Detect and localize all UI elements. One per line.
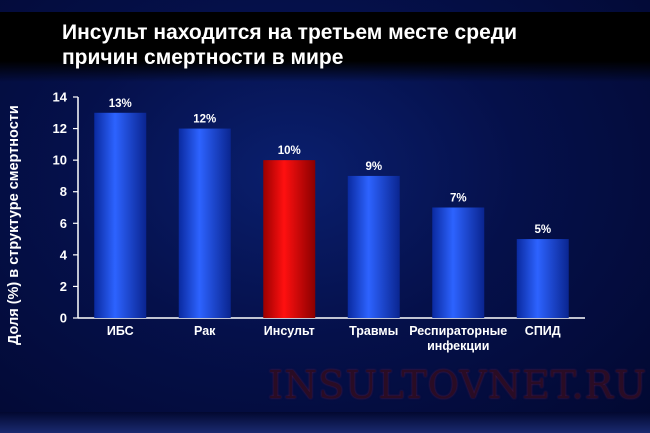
bar-СПИД — [516, 239, 569, 318]
bar-Рак — [178, 128, 231, 318]
x-tick-label: инфекции — [427, 339, 489, 353]
watermark: INSULTOVNET.RU — [268, 363, 648, 407]
chart-title: Инсульт находится на третьем месте среди… — [62, 20, 632, 70]
y-tick-label: 8 — [60, 184, 67, 199]
bar-ИБС — [94, 112, 147, 319]
bar-Инсульт — [263, 160, 316, 318]
bottom-strip — [0, 412, 650, 433]
x-tick-label: СПИД — [525, 324, 561, 338]
x-tick-label: Рак — [194, 324, 216, 338]
y-tick-label: 2 — [60, 279, 67, 294]
x-tick-label: Травмы — [349, 324, 398, 338]
chart-axes: 0 2 4 6 8 10 12 14 — [53, 90, 585, 326]
data-label: 13% — [109, 98, 132, 110]
x-tick-label: ИБС — [107, 324, 134, 338]
title-line-1: Инсульт находится на третьем месте среди — [62, 21, 517, 44]
x-tick-label: Респираторные — [409, 324, 507, 338]
y-tick-label: 10 — [53, 153, 67, 168]
data-label: 9% — [365, 161, 382, 173]
title-line-2: причин смертности в мире — [62, 46, 344, 69]
x-tick-label: Инсульт — [264, 324, 315, 338]
chart-bars — [94, 112, 569, 319]
y-tick-label: 14 — [53, 90, 68, 105]
data-label: 5% — [534, 224, 551, 236]
y-tick-label: 6 — [60, 216, 67, 231]
chart-labels: 13% ИБС 12% Рак 10% Инсульт 9% Травмы 7% Респират… — [107, 98, 561, 353]
y-tick-label: 4 — [60, 247, 68, 262]
bar-Респираторные-инфекции — [432, 207, 485, 318]
bar-Травмы — [347, 175, 400, 318]
y-axis-label: Доля (%) в структуре смертности — [6, 105, 22, 345]
y-tick-label: 12 — [53, 121, 67, 136]
data-label: 10% — [278, 145, 301, 157]
data-label: 7% — [450, 193, 467, 205]
y-tick-label: 0 — [60, 311, 67, 326]
data-label: 12% — [193, 114, 216, 126]
title-banner — [0, 12, 650, 82]
